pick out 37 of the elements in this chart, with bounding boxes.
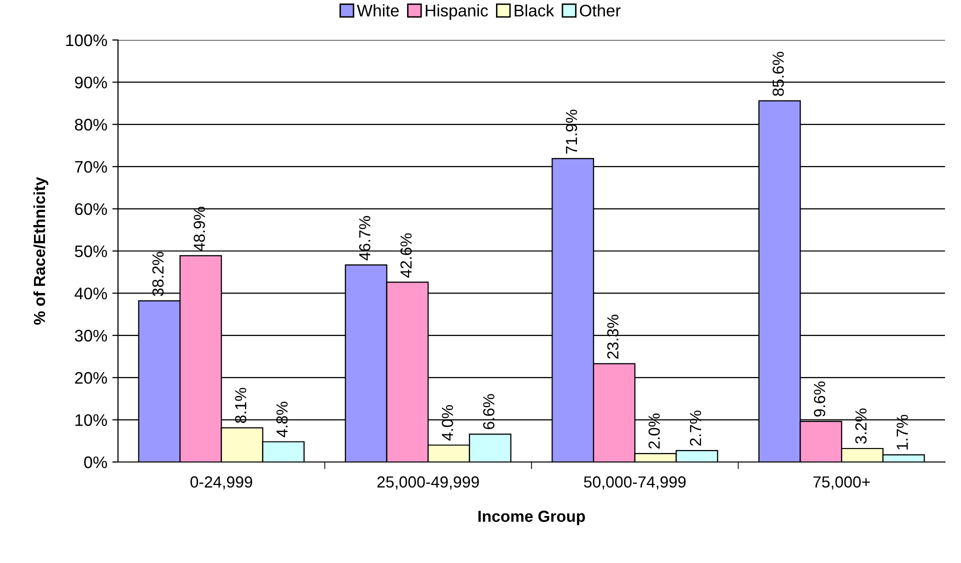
y-tick-label: 70%	[75, 161, 107, 173]
legend-label: Black	[514, 4, 554, 17]
y-tick-label: 20%	[75, 372, 107, 384]
y-tick-label: 80%	[74, 118, 107, 131]
data-label: 4.0%	[442, 405, 454, 441]
data-label: 46.7%	[359, 216, 370, 260]
data-label: 71.9%	[566, 110, 578, 154]
y-tick-label: 40%	[74, 288, 107, 300]
y-tick-label: 30%	[74, 330, 107, 342]
x-axis-title: Income Group	[478, 510, 585, 526]
y-tick-label: 100%	[66, 34, 107, 46]
y-axis-title: % of Race/Ethnicity	[33, 176, 48, 325]
data-label: 23.3%	[607, 314, 618, 359]
data-label: 6.6%	[483, 394, 494, 430]
data-label: 4.8%	[276, 402, 288, 438]
x-tick-label: 75,000+	[813, 476, 870, 490]
legend-label: White	[356, 4, 399, 17]
data-label: 1.7%	[896, 414, 908, 450]
y-tick-label: 90%	[75, 76, 107, 88]
y-tick-label: 10%	[75, 414, 107, 426]
x-tick-label: 25,000-49,999	[377, 476, 479, 490]
y-tick-label: 0%	[84, 456, 107, 468]
data-label: 3.2%	[855, 408, 867, 444]
x-tick-label: 0-24,999	[190, 476, 252, 490]
data-label: 8.1%	[235, 388, 246, 423]
data-label: 42.6%	[400, 233, 412, 278]
data-label: 2.7%	[690, 410, 702, 446]
data-label: 38.2%	[152, 252, 164, 296]
data-label: 85.6%	[772, 52, 784, 96]
x-tick-label: 50,000-74,999	[584, 476, 686, 490]
legend-label: Hispanic	[426, 4, 488, 20]
data-label: 48.9%	[194, 206, 205, 252]
y-tick-label: 60%	[75, 203, 107, 216]
y-tick-label: 50%	[74, 245, 107, 258]
legend-label: Other	[580, 4, 621, 17]
data-label: 2.0%	[648, 414, 660, 449]
data-label: 9.6%	[814, 381, 826, 417]
